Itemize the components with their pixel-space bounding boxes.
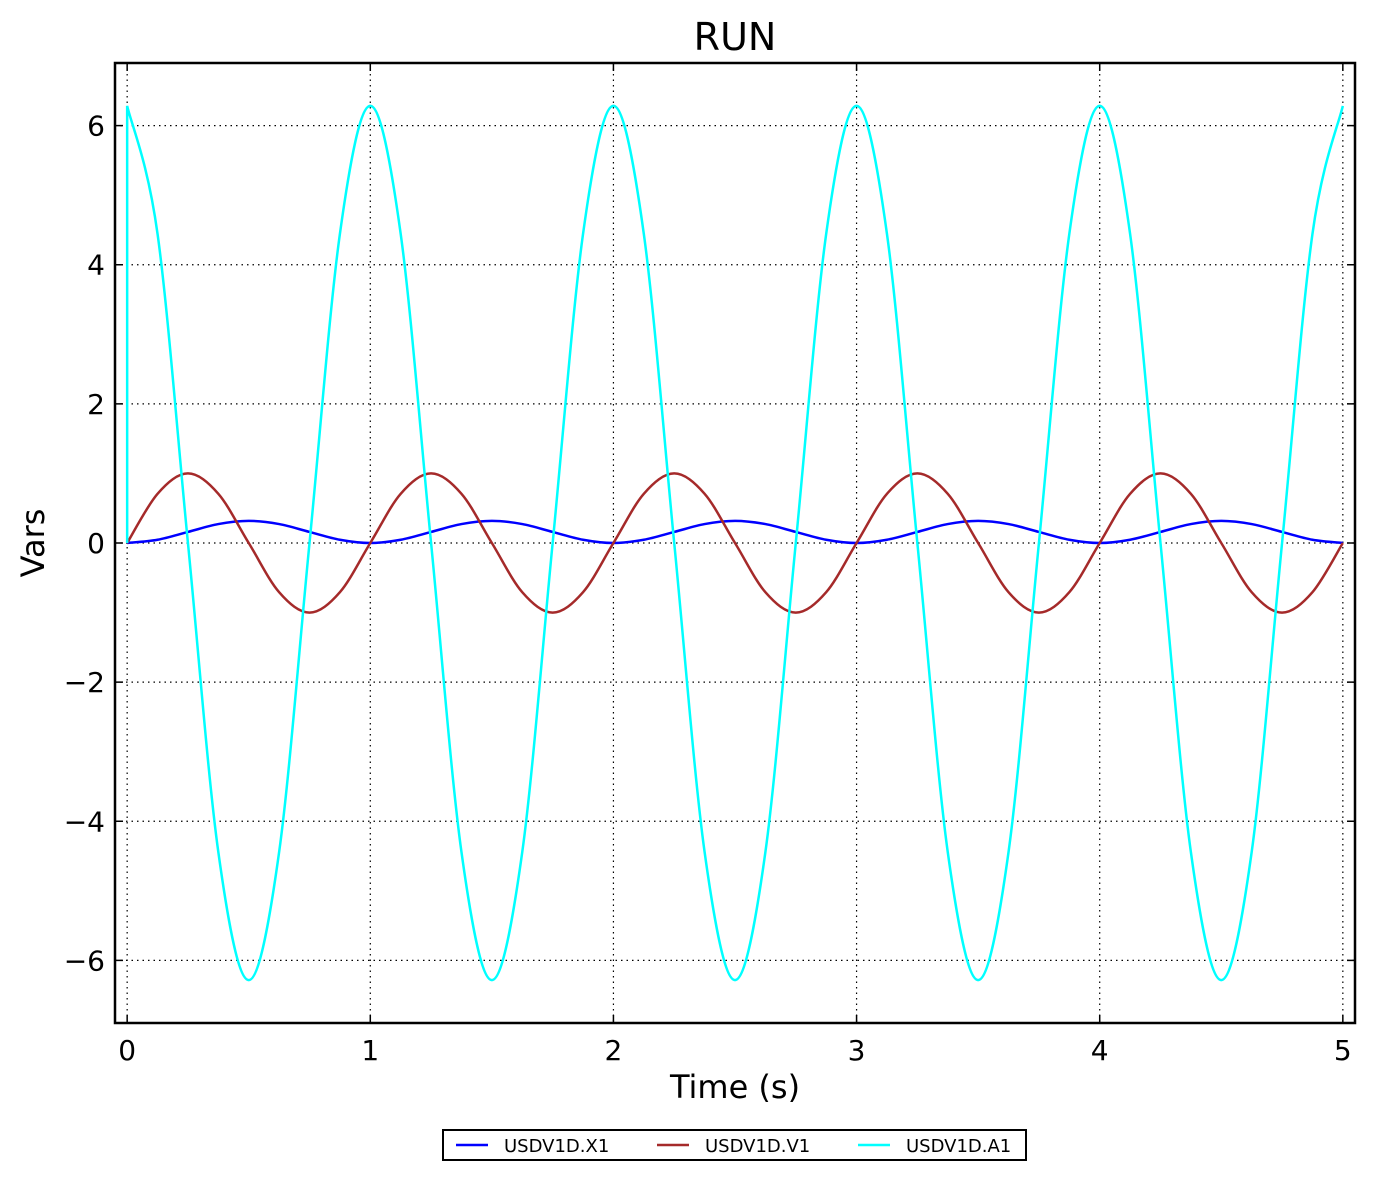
y-tick-label: −4 (64, 805, 105, 838)
series-line-0 (127, 519, 1343, 545)
y-tick-label: 4 (87, 249, 105, 282)
legend-label: USDV1D.A1 (906, 1136, 1011, 1157)
legend-label: USDV1D.X1 (504, 1136, 609, 1157)
x-axis-label: Time (s) (669, 1068, 800, 1106)
y-axis-label: Vars (14, 509, 52, 578)
legend: USDV1D.X1 USDV1D.V1 USDV1D.A1 (442, 1129, 1027, 1161)
x-tick-label: 4 (1091, 1034, 1109, 1067)
x-tick-label: 1 (361, 1034, 379, 1067)
legend-box (442, 1129, 1027, 1161)
y-tick-label: 0 (87, 527, 105, 560)
legend-label: USDV1D.V1 (705, 1136, 810, 1157)
axis-ticks (115, 63, 1355, 1023)
y-tick-label: 2 (87, 388, 105, 421)
series-line-2 (125, 104, 1345, 982)
y-tick-label: −6 (64, 944, 105, 977)
tick-labels: 0 1 2 3 4 5 6 4 2 0 −2 −4 −6 (64, 110, 1352, 1067)
x-tick-label: 3 (848, 1034, 866, 1067)
x-tick-label: 2 (605, 1034, 623, 1067)
axes-frame (113, 61, 1357, 1025)
x-tick-label: 5 (1334, 1034, 1352, 1067)
x-tick-label: 0 (118, 1034, 136, 1067)
chart-title: RUN (694, 15, 777, 59)
y-tick-label: −2 (64, 666, 105, 699)
plot-lines (125, 104, 1345, 982)
series-line-1 (126, 472, 1344, 614)
y-tick-label: 6 (87, 110, 105, 143)
